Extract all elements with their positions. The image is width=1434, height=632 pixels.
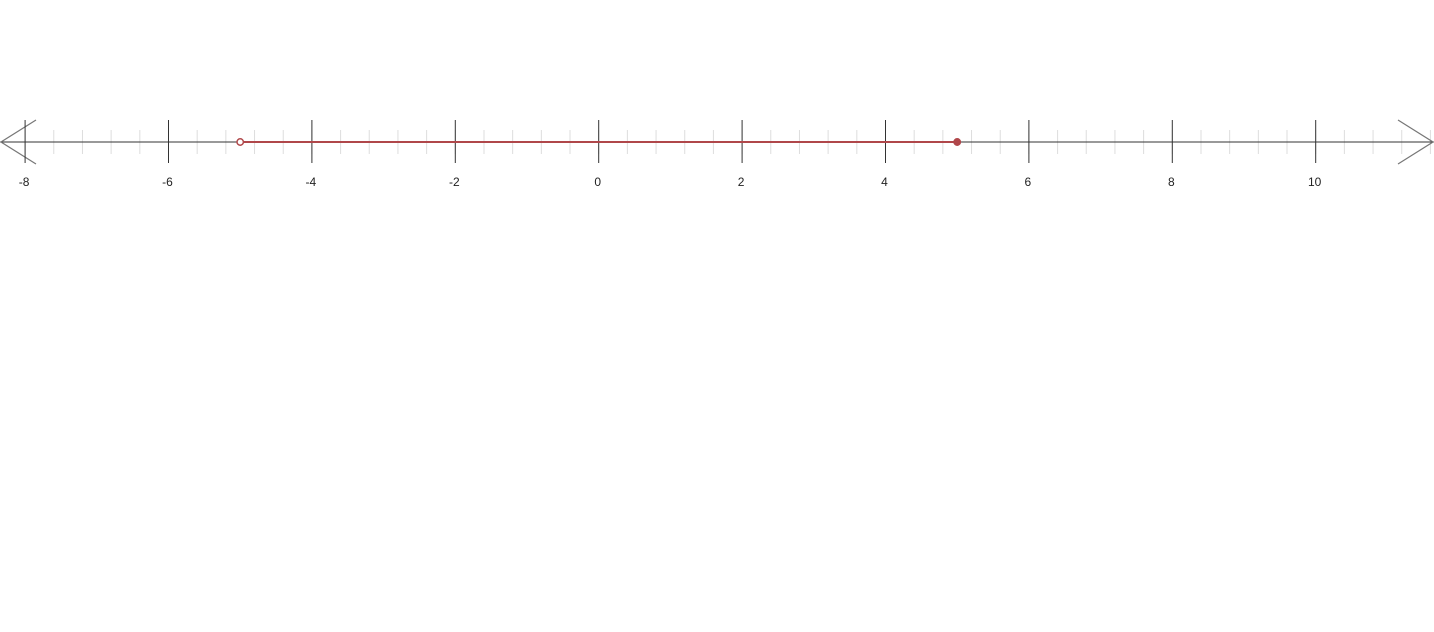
left-arrow-icon	[0, 119, 37, 165]
tick-label: 0	[594, 175, 601, 189]
tick-label: -2	[449, 175, 460, 189]
tick-label: 10	[1308, 175, 1322, 189]
tick-label: 4	[881, 175, 888, 189]
tick-label: 8	[1168, 175, 1175, 189]
tick-label: -6	[162, 175, 173, 189]
tick-label: 2	[738, 175, 745, 189]
right-arrow-icon	[1397, 119, 1434, 165]
tick-label: 6	[1025, 175, 1032, 189]
closed-endpoint	[953, 138, 962, 146]
open-endpoint	[236, 138, 245, 146]
tick-label: -8	[19, 175, 30, 189]
tick-label: -4	[306, 175, 317, 189]
